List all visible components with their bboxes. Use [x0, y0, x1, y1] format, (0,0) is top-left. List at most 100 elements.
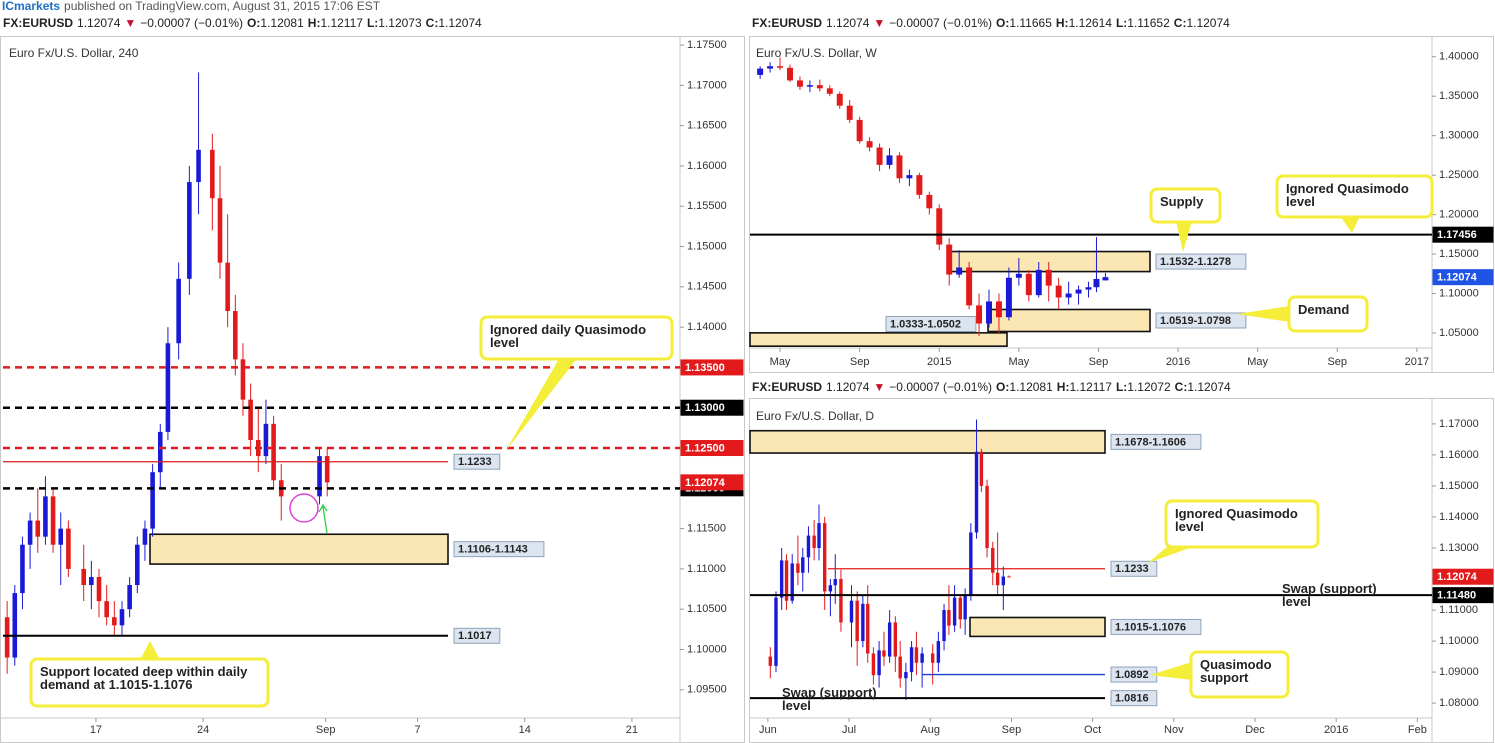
y-tick-label: 1.17000	[1439, 418, 1479, 430]
ohlc-value: 1.12072	[1127, 380, 1171, 394]
candle-body	[1007, 576, 1011, 578]
candle-body	[96, 576, 102, 602]
candle-body	[1065, 293, 1072, 298]
level-tag-bg	[453, 453, 501, 470]
ohlc-value: 1.11665	[1009, 16, 1052, 30]
candle-body	[909, 647, 914, 673]
zone	[149, 533, 449, 565]
x-tick-label: 17	[90, 724, 102, 736]
candle-body	[856, 119, 863, 142]
ohlc-value: 1.12117	[1069, 380, 1112, 394]
candle-body	[43, 496, 48, 537]
change-arrow: ▼	[124, 16, 136, 30]
callout-box	[1189, 650, 1290, 699]
candle-body	[866, 141, 873, 148]
zone	[749, 429, 1106, 454]
annotation: Quasimodo support	[1200, 657, 1272, 685]
last-price-tag-bg	[1432, 269, 1494, 286]
last-price: 1.12074	[77, 16, 121, 30]
candle-body	[263, 423, 269, 457]
y-tick-label: 1.15500	[687, 200, 727, 212]
candle-body	[187, 182, 192, 279]
candle-body	[849, 600, 854, 623]
annotation: Supply	[1160, 194, 1204, 209]
level-tag-bg	[1432, 587, 1494, 604]
x-tick-label: May	[770, 356, 791, 368]
last-price: 1.12074	[826, 16, 870, 30]
symbol-header: FX:EURUSD 1.12074 ▼ −0.00007 (−0.01%) O:1.11…	[752, 16, 1230, 30]
candle-body	[882, 650, 886, 657]
candle-body	[768, 656, 773, 666]
y-tick-label: 1.13000	[1439, 542, 1479, 554]
level-tag: 1.1233	[458, 456, 492, 468]
candle-body	[4, 617, 10, 658]
candle-body	[817, 523, 821, 548]
candle-body	[812, 535, 816, 548]
annotation: Ignored Quasimodo level	[1286, 181, 1409, 209]
ohlc-value: 1.12074	[1187, 380, 1231, 394]
candle-body	[942, 610, 946, 642]
last-price-tag: 1.12074	[685, 477, 726, 489]
x-tick-label: Jun	[759, 724, 777, 736]
y-tick-label: 1.16000	[687, 160, 727, 172]
panel-frame	[0, 36, 745, 743]
candle-body	[816, 85, 823, 89]
candle-body	[991, 547, 995, 573]
zone	[749, 332, 1008, 347]
publisher: ICmarkets	[2, 0, 60, 13]
candle-body	[324, 456, 330, 483]
candle-body	[248, 399, 253, 440]
callout-box	[29, 657, 270, 708]
y-tick-label: 1.15000	[1439, 480, 1479, 492]
candle-body	[828, 585, 833, 592]
candle-body	[774, 597, 778, 666]
candle-body	[979, 451, 984, 486]
x-tick-label: Nov	[1164, 724, 1184, 736]
x-tick-label: 24	[197, 724, 209, 736]
change-arrow: ▼	[873, 16, 885, 30]
annotation: Support located deep within daily demand…	[40, 664, 248, 692]
candle-body	[217, 198, 223, 263]
candle-body	[936, 208, 943, 245]
candle-body	[1055, 285, 1062, 298]
y-tick-label: 1.30000	[1439, 130, 1479, 142]
candle-body	[233, 311, 238, 360]
level-tag-bg	[1110, 560, 1158, 577]
candle-body	[836, 93, 843, 106]
candle-body	[112, 617, 117, 626]
candle-body	[893, 622, 898, 657]
candle-body	[142, 528, 148, 545]
ohlc-key: H:	[1057, 380, 1070, 394]
candle-body	[876, 147, 883, 165]
ohlc-value: 1.12073	[378, 16, 422, 30]
change-arrow: ▼	[873, 380, 885, 394]
candle-body	[1093, 278, 1100, 288]
x-tick-label: May	[1008, 356, 1029, 368]
candle-body	[801, 557, 805, 573]
candle-body	[887, 622, 892, 657]
candle-body	[1085, 287, 1092, 290]
candle-body	[986, 301, 992, 324]
candle-body	[861, 603, 865, 642]
zone-label-bg	[1155, 312, 1247, 329]
candle-body	[995, 572, 1000, 586]
banner-note: published on TradingView.com, August 31,…	[64, 0, 381, 13]
candle-body	[1075, 289, 1082, 294]
candle-body	[66, 528, 71, 569]
y-tick-label: 1.10000	[1439, 287, 1479, 299]
x-tick-label: Sep	[1327, 356, 1347, 368]
symbol: FX:EURUSD	[752, 16, 822, 30]
ohlc-value: 1.12081	[1009, 380, 1053, 394]
chart-title: Euro Fx/U.S. Dollar, W	[756, 46, 877, 60]
ohlc-value: 1.11652	[1127, 16, 1170, 30]
zone-label-bg	[1155, 253, 1247, 270]
candle-body	[995, 301, 1002, 318]
annotation: Swap (support) level	[782, 685, 877, 713]
chart-panel: FX:EURUSD 1.12074 ▼ −0.00007 (−0.01%) O:1.12…	[749, 380, 1494, 743]
zone-label: 1.1678-1.1606	[1115, 436, 1186, 448]
y-tick-label: 1.11500	[687, 523, 726, 535]
highlight-circle	[289, 493, 319, 523]
candle-body	[833, 579, 837, 586]
candle-body	[839, 579, 843, 623]
level-tag: 1.0816	[1115, 693, 1149, 705]
